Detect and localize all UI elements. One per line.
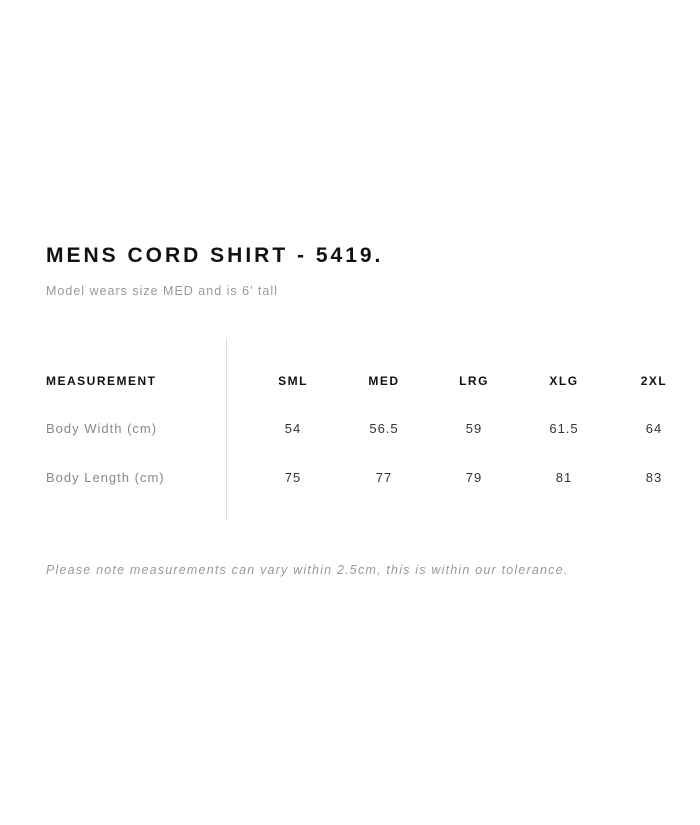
table-row: Body Length (cm) 75 77 79 81 83 [0,470,700,490]
header-size: LRG [459,374,489,388]
table-cell: 81 [555,470,573,485]
column-divider [226,338,227,521]
header-size: MED [368,374,400,388]
table-cell: 64 [645,421,663,436]
page-subtitle: Model wears size MED and is 6' tall [46,284,278,298]
header-size: 2XL [640,374,668,388]
table-header-row: MEASUREMENT SML MED LRG XLG 2XL [0,374,700,394]
table-cell: 61.5 [549,421,579,436]
row-label: Body Width (cm) [46,421,158,436]
table-cell: 54 [284,421,302,436]
tolerance-note: Please note measurements can vary within… [46,563,569,577]
table-cell: 75 [284,470,302,485]
table-cell: 59 [465,421,483,436]
page-title: MENS CORD SHIRT - 5419. [46,244,384,267]
header-size: SML [278,374,308,388]
table-cell: 79 [465,470,483,485]
header-measurement: MEASUREMENT [46,374,157,388]
header-size: XLG [549,374,579,388]
row-label: Body Length (cm) [46,470,165,485]
table-row: Body Width (cm) 54 56.5 59 61.5 64 [0,421,700,441]
table-cell: 83 [645,470,663,485]
table-cell: 77 [375,470,393,485]
table-cell: 56.5 [369,421,399,436]
